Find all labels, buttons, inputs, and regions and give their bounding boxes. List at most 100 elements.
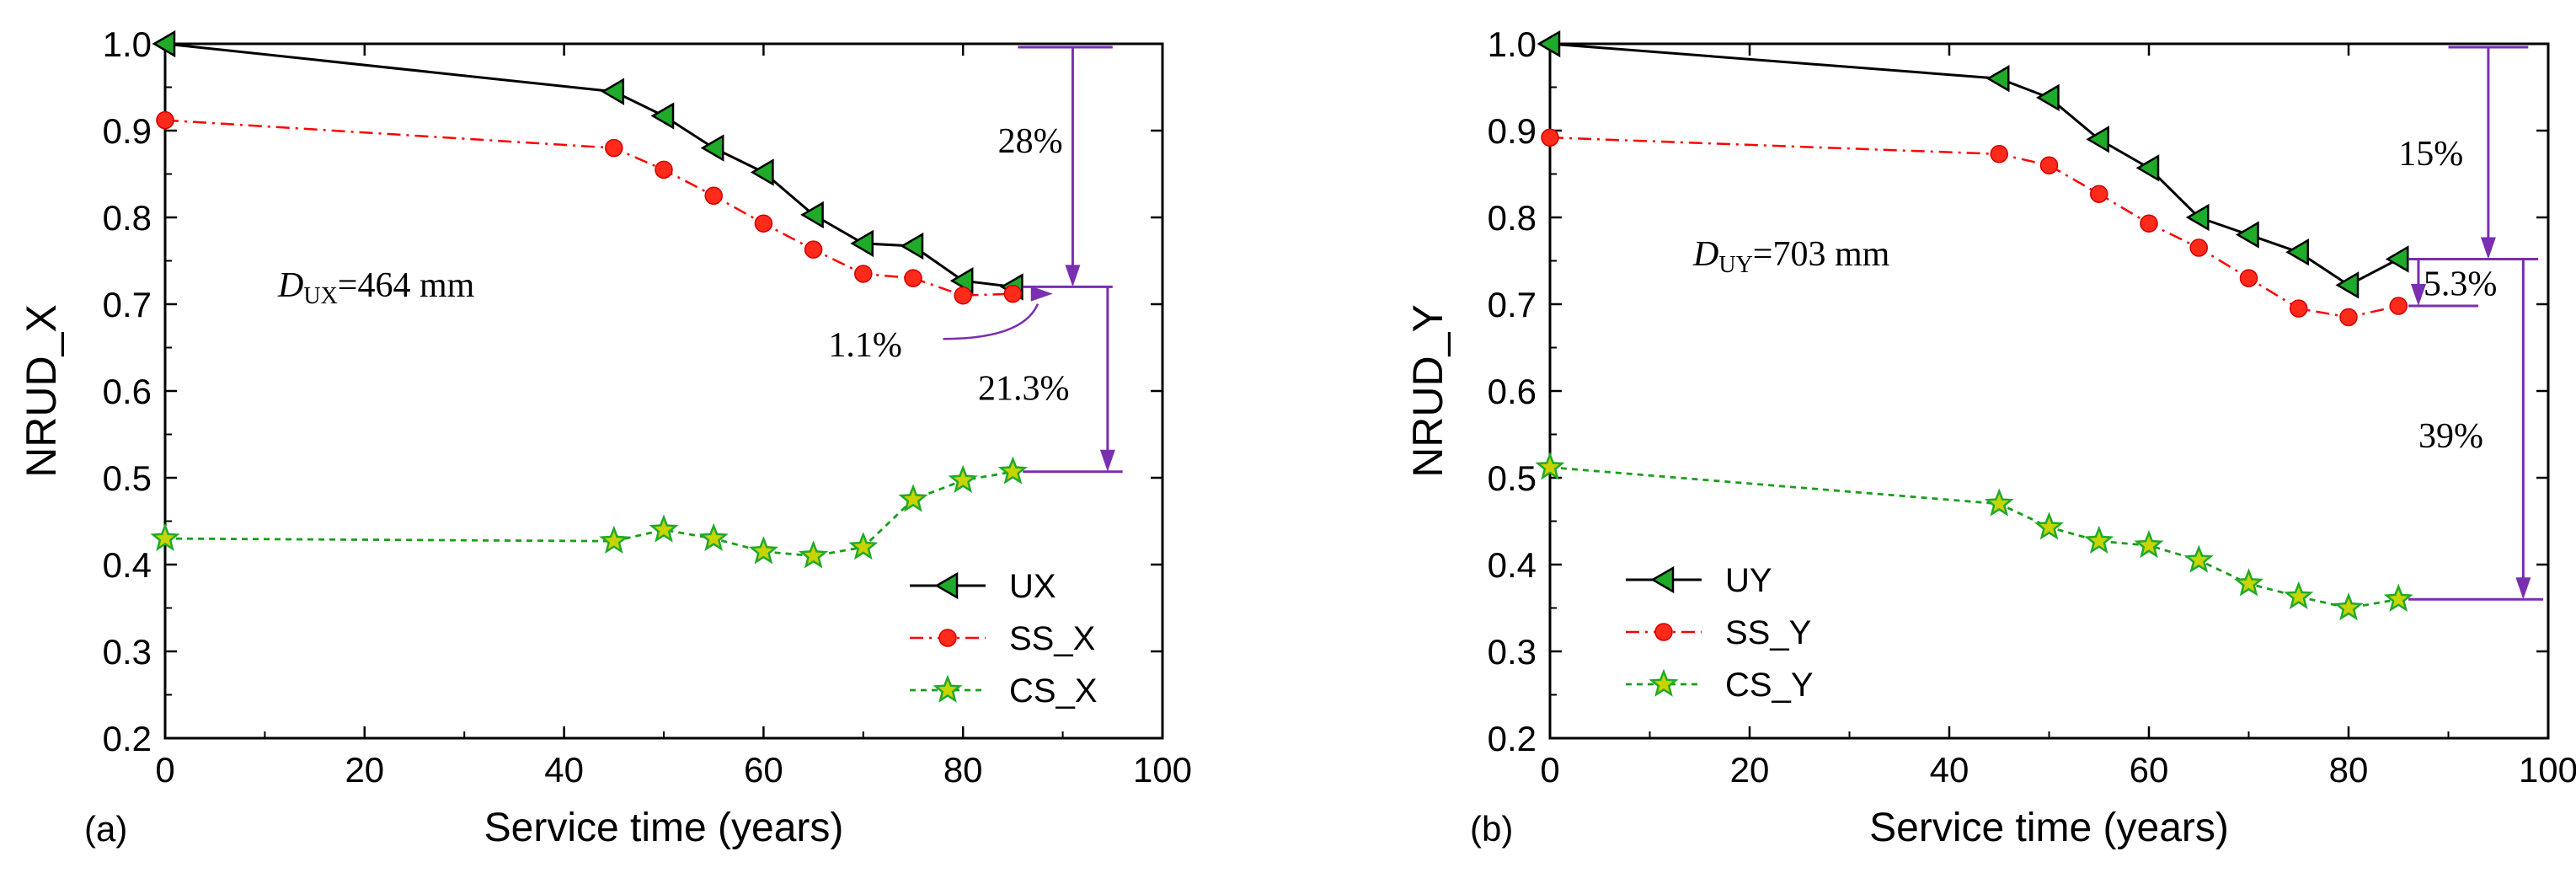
data-point-uy	[2086, 126, 2109, 153]
y-axis-label: NRUD_X	[18, 304, 65, 478]
data-point-uy	[2135, 154, 2160, 182]
panel-b: 0 20 40 60 80 100 0.2 0.3 0.4 0.5 0.6 0.7 0.8 0.9 1.0 S…	[1404, 24, 2576, 850]
data-point-cs_x	[997, 456, 1028, 485]
series-line-ux	[164, 42, 1013, 288]
x-axis-label: Service time (years)	[484, 806, 844, 850]
x-tick-label: 40	[544, 750, 584, 790]
data-point-ss_x	[904, 269, 922, 287]
data-point-ux	[700, 134, 724, 162]
data-point-ss_x	[954, 286, 972, 305]
data-point-ux	[650, 102, 675, 130]
y-tick-label: 0.9	[103, 111, 152, 151]
panel-label: (b)	[1470, 809, 1513, 849]
data-point-uy	[2236, 221, 2259, 249]
y-tick-label: 0.5	[1488, 458, 1537, 498]
data-point-cs_x	[898, 484, 928, 512]
series-line-cs_x	[164, 470, 1013, 558]
stiffness-annotation: DUY=703 mm	[1692, 235, 1890, 278]
reduction-label: 15%	[2398, 135, 2463, 174]
data-point-cs_x	[848, 531, 879, 560]
data-point-cs_x	[599, 525, 629, 554]
data-point-cs_y	[1535, 452, 1565, 480]
y-tick-label: 0.3	[1488, 632, 1537, 672]
data-point-cs_y	[2284, 581, 2314, 609]
reduction-label: 39%	[2418, 417, 2483, 456]
x-tick-label: 40	[1930, 750, 1969, 790]
data-point-ss_x	[655, 160, 673, 179]
legend-marker-ux	[934, 571, 959, 600]
data-point-ss_y	[2039, 156, 2059, 174]
y-axis-label: NRUD_Y	[1404, 304, 1451, 478]
reduction-arrowhead	[2410, 284, 2426, 307]
x-tick-label: 20	[345, 750, 384, 790]
panel-label: (a)	[84, 809, 127, 849]
data-point-cs_y	[2333, 592, 2364, 621]
y-tick-label: 1.0	[103, 24, 152, 64]
data-point-uy	[2036, 83, 2060, 112]
data-point-uy	[1985, 65, 2010, 93]
reduction-arrowhead	[1030, 286, 1053, 302]
data-point-ss_x	[754, 214, 773, 233]
reduction-label: 5.3%	[2424, 265, 2498, 304]
y-tick-label: 0.2	[103, 719, 152, 758]
x-tick-label: 20	[1730, 750, 1770, 790]
data-point-ss_y	[2189, 238, 2208, 257]
y-tick-label: 0.6	[1488, 372, 1537, 411]
reduction-arrowhead	[2515, 577, 2531, 600]
data-point-cs_y	[2233, 568, 2264, 597]
data-point-ux	[900, 232, 924, 260]
data-point-cs_y	[2183, 544, 2214, 573]
x-tick-label: 0	[1540, 750, 1559, 790]
x-axis-label: Service time (years)	[1869, 806, 2229, 850]
data-point-ss_x	[1003, 284, 1023, 303]
data-point-ss_y	[2389, 297, 2408, 315]
data-point-ss_y	[1541, 128, 1559, 147]
x-tick-label: 100	[2519, 750, 2576, 790]
data-point-cs_x	[698, 522, 729, 551]
data-point-cs_x	[748, 536, 778, 565]
data-point-ux	[800, 201, 824, 229]
data-point-ss_y	[2339, 308, 2358, 327]
legend-marker-cs_x	[933, 674, 963, 703]
y-tick-label: 0.2	[1488, 719, 1537, 758]
y-tick-label: 0.6	[103, 372, 152, 411]
y-tick-label: 0.8	[103, 198, 152, 238]
data-point-cs_y	[1984, 488, 2014, 517]
data-point-ss_y	[2239, 269, 2258, 287]
series-line-uy	[1549, 42, 2399, 287]
legend-label-ss_y: SS_Y	[1725, 614, 1811, 651]
data-point-uy	[2285, 238, 2309, 266]
data-point-ss_y	[2290, 299, 2308, 318]
y-tick-label: 0.8	[1488, 198, 1537, 238]
data-point-cs_x	[948, 464, 978, 493]
data-point-ss_y	[1990, 145, 2008, 163]
data-point-ux	[601, 78, 625, 105]
y-tick-label: 1.0	[1488, 24, 1537, 64]
data-point-cs_y	[2134, 529, 2164, 559]
data-point-uy	[2385, 245, 2409, 273]
data-point-ux	[152, 29, 176, 58]
data-point-ss_x	[854, 265, 873, 283]
reduction-leader	[943, 303, 1039, 340]
data-point-cs_x	[649, 514, 679, 543]
reduction-arrowhead	[1099, 449, 1115, 472]
legend-label-cs_y: CS_Y	[1725, 667, 1814, 704]
y-tick-label: 0.9	[1488, 111, 1537, 151]
y-tick-label: 0.5	[103, 458, 152, 498]
y-tick-label: 0.7	[1488, 285, 1537, 324]
legend-marker-ss_y	[1654, 623, 1673, 641]
y-tick-label: 0.7	[103, 285, 152, 324]
legend-label-uy: UY	[1725, 562, 1772, 599]
x-tick-label: 0	[155, 750, 174, 790]
y-tick-label: 0.4	[1488, 545, 1537, 585]
series-line-cs_y	[1549, 466, 2399, 609]
data-point-uy	[2185, 203, 2210, 232]
data-point-uy	[1537, 29, 1561, 58]
y-tick-label: 0.4	[103, 545, 152, 585]
x-tick-label: 80	[943, 750, 983, 790]
data-point-ss_y	[2090, 185, 2108, 203]
data-point-ss_x	[704, 186, 723, 205]
data-point-cs_y	[2383, 583, 2413, 613]
legend-label-ux: UX	[1009, 568, 1056, 605]
